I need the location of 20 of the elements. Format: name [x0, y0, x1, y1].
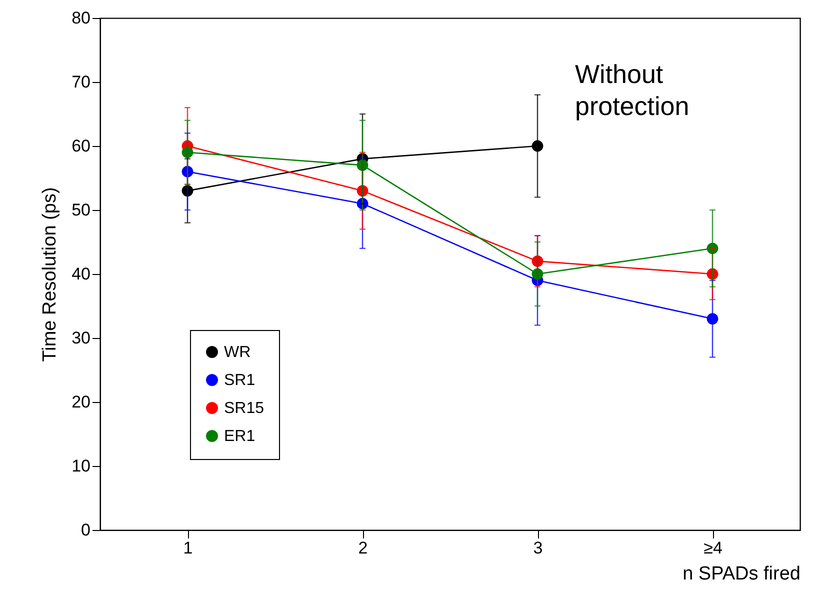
y-tick-label: 20 — [72, 392, 90, 412]
x-axis-title: n SPADs fired — [682, 564, 800, 584]
y-tick-label: 40 — [72, 264, 90, 284]
y-tick-label: 50 — [72, 200, 90, 220]
y-tick-label: 10 — [72, 456, 90, 476]
y-tick-label: 60 — [72, 136, 90, 156]
y-axis-title: Time Resolution (ps) — [40, 187, 61, 362]
x-tick-label: 3 — [533, 538, 543, 558]
legend-label: WR — [224, 344, 251, 361]
legend-label: SR15 — [224, 400, 264, 417]
x-tick-label: 1 — [183, 538, 193, 558]
annotation: Without protection — [575, 59, 690, 121]
y-tick-label: 0 — [81, 520, 90, 540]
y-tick-label: 80 — [72, 8, 90, 28]
y-tick-label: 70 — [72, 72, 90, 92]
y-tick-label: 30 — [72, 328, 90, 348]
legend-label: ER1 — [224, 428, 256, 445]
legend-label: SR1 — [224, 372, 256, 389]
x-tick-label: 2 — [358, 538, 368, 558]
x-tick-label: ≥4 — [704, 538, 722, 558]
